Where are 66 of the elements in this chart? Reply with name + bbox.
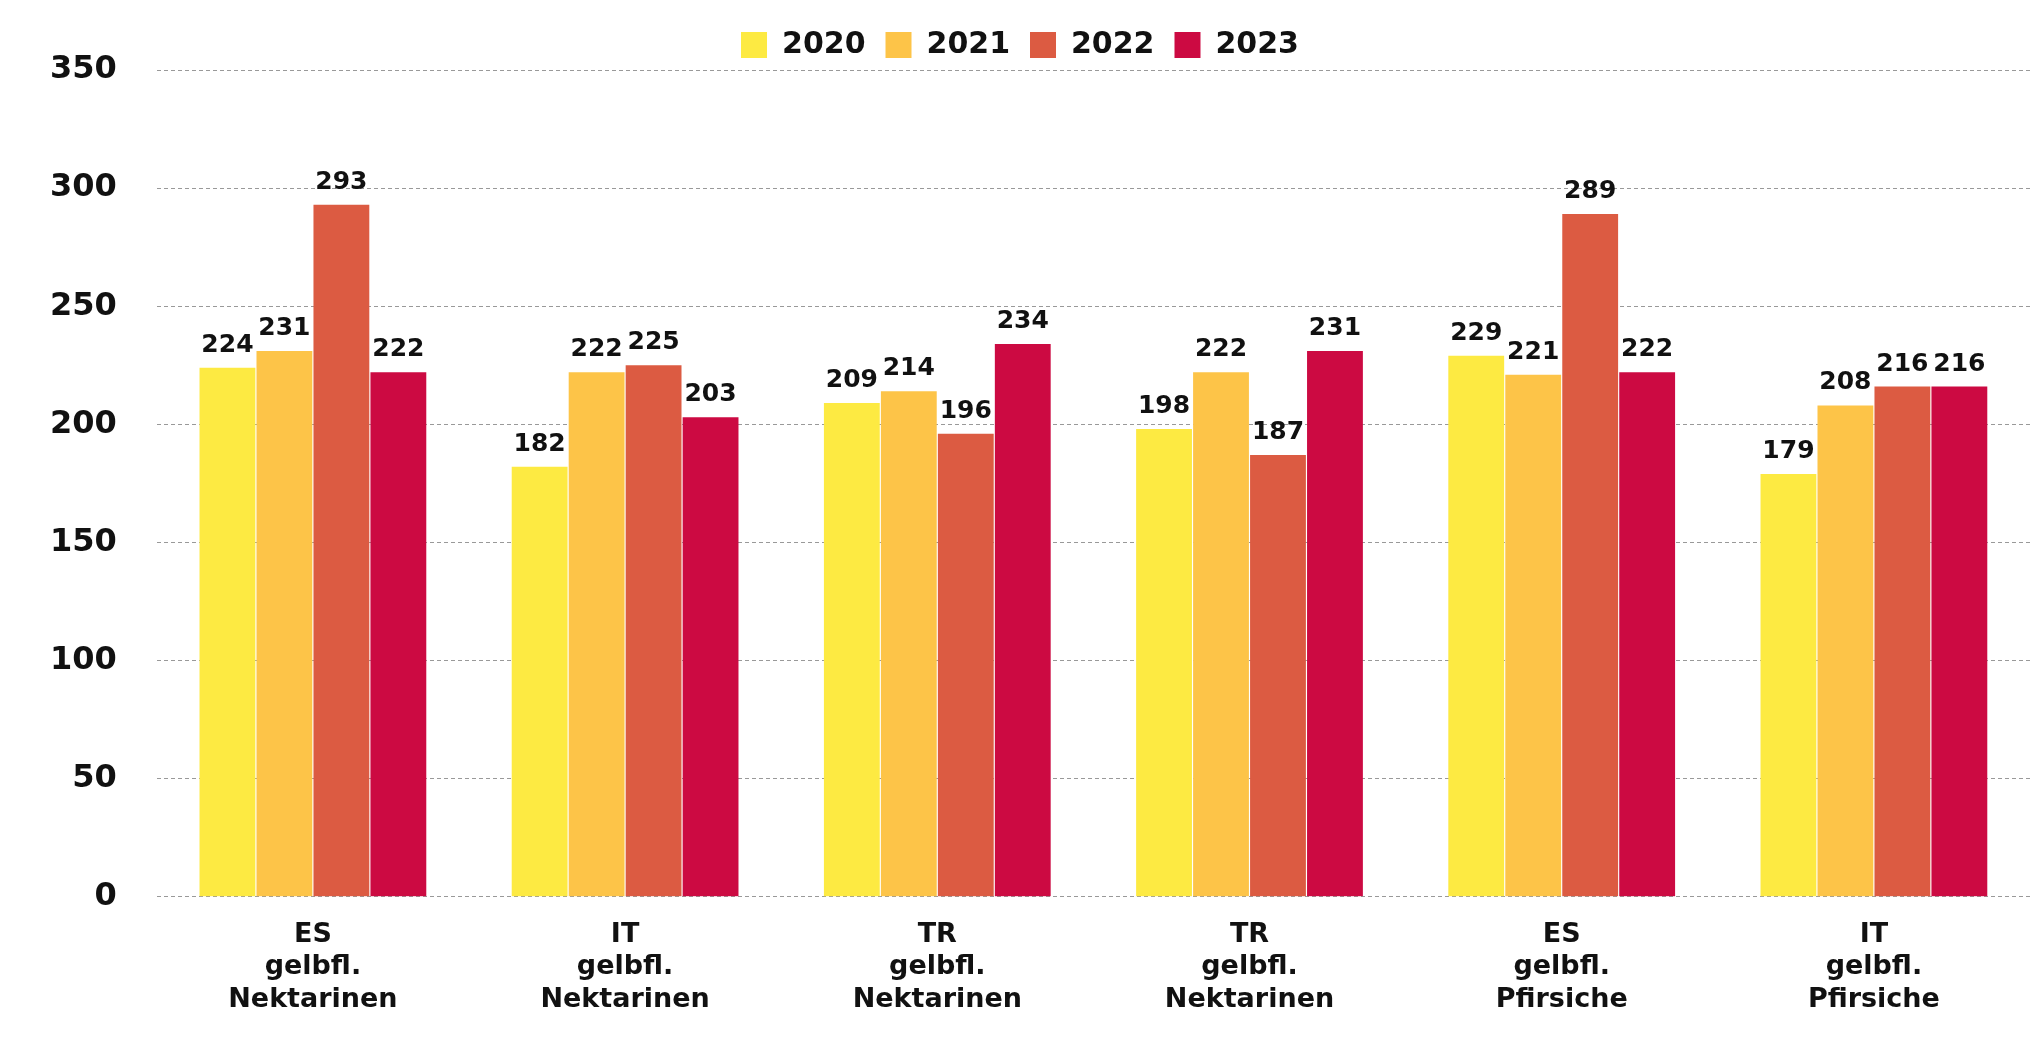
y-tick-label: 250 (50, 284, 117, 323)
data-label: 216 (1933, 347, 1986, 377)
data-label: 187 (1251, 416, 1305, 446)
data-label: 198 (1137, 390, 1191, 420)
bar (1307, 351, 1363, 897)
bar (937, 433, 994, 897)
data-label: 225 (627, 326, 680, 356)
bar (1250, 455, 1306, 897)
data-label: 293 (315, 165, 368, 195)
data-label: 224 (201, 328, 254, 358)
data-label: 179 (1762, 434, 1815, 464)
bar (568, 372, 625, 897)
data-label: 196 (939, 394, 992, 424)
data-label: 214 (882, 352, 935, 382)
bar (1136, 429, 1192, 897)
bar (199, 367, 256, 897)
bar (370, 372, 427, 897)
data-label: 208 (1819, 366, 1872, 396)
y-tick-label: 350 (50, 48, 117, 87)
bar (625, 365, 682, 897)
bar (511, 466, 568, 897)
x-tick-label: ES gelbfl. Nektarinen (228, 917, 398, 1013)
bar (682, 417, 739, 897)
x-tick-label: TR gelbfl. Nektarinen (852, 917, 1022, 1013)
x-tick-label: IT gelbfl. Nektarinen (540, 917, 710, 1013)
data-label: 231 (258, 312, 311, 342)
legend-label: 2022 (1071, 24, 1155, 60)
bar (1931, 386, 1988, 897)
bar (1505, 374, 1562, 897)
data-label: 222 (1194, 333, 1248, 363)
bar (1817, 405, 1874, 897)
legend-label: 2020 (782, 24, 866, 60)
data-label: 222 (372, 333, 425, 363)
data-label: 182 (513, 427, 566, 457)
data-label: 222 (1621, 333, 1674, 363)
y-tick-label: 200 (50, 402, 117, 441)
bar (1562, 214, 1619, 897)
data-label: 209 (825, 364, 878, 394)
y-tick-label: 150 (50, 520, 117, 559)
bar (1448, 355, 1505, 897)
data-label: 234 (996, 305, 1049, 335)
bar (994, 344, 1051, 897)
bar (1619, 372, 1676, 897)
data-label: 221 (1507, 335, 1560, 365)
legend-label: 2021 (926, 24, 1010, 60)
bar (1193, 372, 1249, 897)
x-tick-label: IT gelbfl. Pfirsiche (1807, 917, 1940, 1013)
bar (1760, 473, 1817, 897)
data-label: 203 (684, 378, 737, 408)
y-tick-label: 100 (50, 638, 117, 677)
bar (823, 403, 880, 897)
x-tick-label: TR gelbfl. Nektarinen (1164, 917, 1335, 1013)
y-tick-label: 300 (50, 166, 117, 205)
data-label: 222 (570, 333, 623, 363)
data-label: 289 (1564, 175, 1617, 205)
data-label: 216 (1876, 347, 1929, 377)
legend-label: 2023 (1215, 24, 1299, 60)
x-tick-label: ES gelbfl. Pfirsiche (1495, 917, 1628, 1013)
y-tick-label: 0 (94, 875, 117, 914)
bar (313, 204, 370, 897)
bar (1874, 386, 1931, 897)
bar (256, 351, 313, 897)
data-label: 229 (1450, 316, 1503, 346)
bar (880, 391, 937, 897)
y-tick-label: 50 (72, 757, 117, 795)
data-label: 231 (1308, 312, 1362, 342)
